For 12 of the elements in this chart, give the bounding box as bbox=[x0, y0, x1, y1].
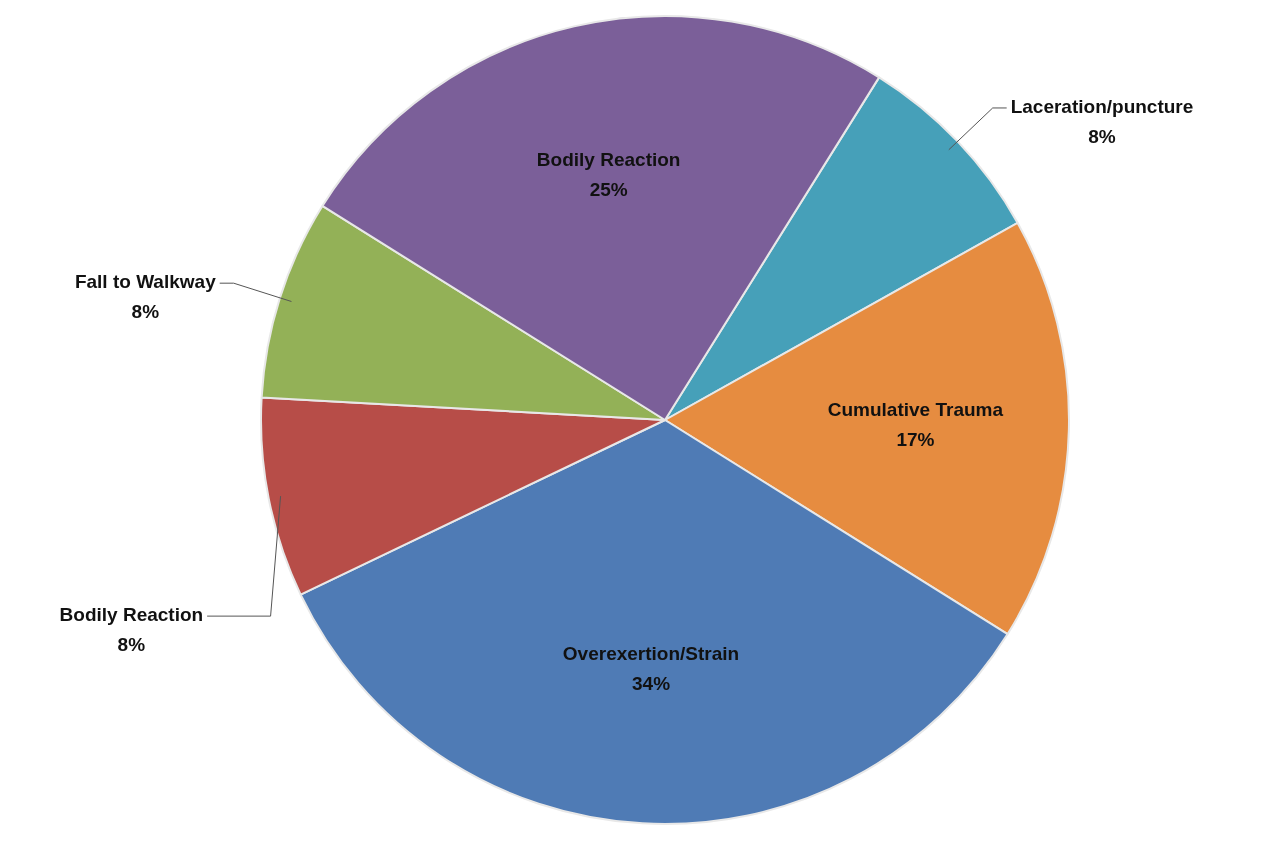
slice-label: Overexertion/Strain bbox=[562, 643, 740, 665]
slice-label: Bodily Reaction bbox=[536, 149, 681, 171]
data-label: 34% bbox=[632, 673, 671, 695]
data-label: 8% bbox=[117, 634, 146, 656]
data-label: 8% bbox=[131, 301, 160, 323]
slice-label: Fall to Walkway bbox=[74, 271, 217, 293]
data-label: 8% bbox=[1088, 126, 1116, 148]
data-label: 17% bbox=[896, 429, 935, 451]
slice-label: Cumulative Trauma bbox=[827, 399, 1004, 421]
data-label: 25% bbox=[589, 179, 628, 201]
slice-label: Bodily Reaction bbox=[59, 604, 204, 626]
slice-label: Laceration/puncture bbox=[1010, 96, 1194, 118]
